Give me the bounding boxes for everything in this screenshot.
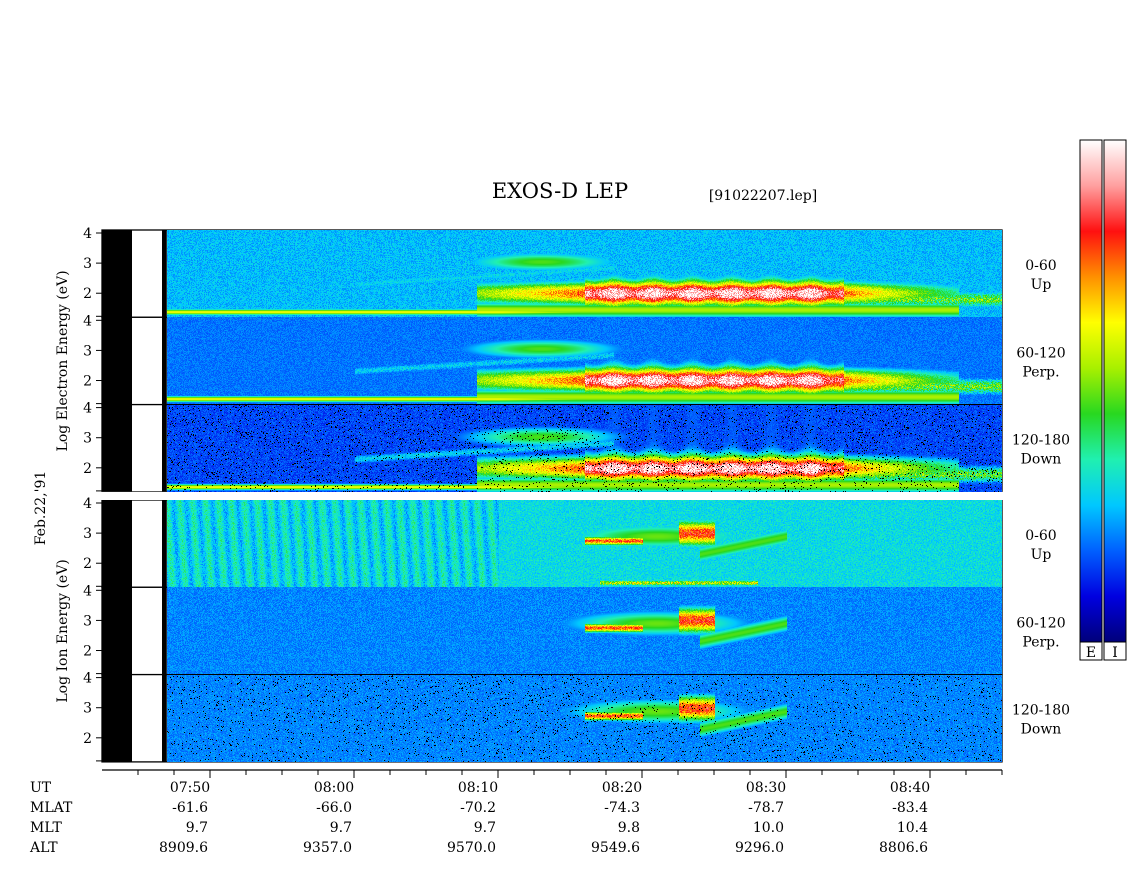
y-tick-label: 2 [83,461,92,477]
ephemeris-value: -66.0 [316,800,352,816]
time-tick-label: 08:20 [602,780,642,796]
data-gap-black [102,587,132,675]
ephemeris-value: 9549.6 [591,840,640,856]
ephemeris-value: 9.7 [474,820,496,836]
ephemeris-value: 10.4 [897,820,928,836]
direction-label: Perp. [1022,364,1059,380]
data-gap-white [132,317,162,405]
ephemeris-value: -74.3 [604,800,640,816]
time-tick-label: 07:50 [170,780,210,796]
y-tick-label: 3 [83,431,92,447]
spectrogram-electron-down [166,404,1002,492]
data-gap-black [102,230,132,318]
ephemeris-label: ALT [29,840,58,856]
pitch-angle-label: 60-120 [1016,615,1065,631]
colorbar-label-box [1103,641,1127,661]
y-tick-label: 3 [83,343,92,359]
y-axis-label: Log Electron Energy (eV) [55,270,71,451]
data-gap-black [102,317,132,405]
y-tick-label: 4 [83,401,92,417]
ephemeris-value: 9570.0 [447,840,496,856]
y-tick-label: 4 [83,671,92,687]
ephemeris-value: 9.7 [330,820,352,836]
y-axis-label: Log Ion Energy (eV) [55,559,71,702]
y-tick-label: 4 [83,313,92,329]
data-gap-black [102,500,132,588]
y-tick-label: 2 [83,374,92,390]
date-label: Feb.22,'91 [33,471,49,546]
pitch-angle-label: 0-60 [1025,528,1056,544]
y-tick-label: 4 [83,583,92,599]
pitch-angle-label: 120-180 [1012,433,1070,449]
ephemeris-value: 9357.0 [303,840,352,856]
colorbar-label-box [1079,641,1103,661]
direction-label: Down [1021,722,1062,738]
direction-label: Up [1031,277,1052,293]
data-gap-black [162,317,167,405]
data-gap-white [132,230,162,318]
direction-label: Down [1021,452,1062,468]
y-tick-label: 3 [83,256,92,272]
time-tick-label: 08:40 [890,780,930,796]
data-gap-white [132,500,162,588]
time-tick-label: 08:30 [746,780,786,796]
data-gap-black [162,500,167,588]
data-gap-black [102,674,132,762]
time-tick-label: 08:10 [458,780,498,796]
ephemeris-value: 9.7 [186,820,208,836]
ephemeris-value: 8909.6 [159,840,208,856]
spectrogram-ion-down [166,674,1002,762]
y-tick-label: 3 [83,526,92,542]
chart-title: EXOS-D LEP [492,179,628,203]
data-gap-black [162,230,167,318]
colorbar-label: I [1112,645,1118,661]
pitch-angle-label: 0-60 [1025,258,1056,274]
y-tick-label: 3 [83,701,92,717]
data-gap-white [132,674,162,762]
ephemeris-value: -83.4 [892,800,928,816]
pitch-angle-label: 60-120 [1016,345,1065,361]
ephemeris-label: UT [30,780,52,796]
colorbar-label: E [1086,645,1096,661]
ephemeris-value: -70.2 [460,800,496,816]
direction-label: Up [1031,547,1052,563]
time-tick-label: 08:00 [314,780,354,796]
data-gap-black [162,404,167,492]
y-tick-label: 3 [83,613,92,629]
colorbar [1103,139,1127,643]
spectrogram-electron-up [166,230,1002,317]
ephemeris-value: 9.8 [618,820,640,836]
data-gap-black [162,587,167,675]
ephemeris-value: -61.6 [172,800,208,816]
pitch-angle-label: 120-180 [1012,703,1070,719]
spectrogram-ion-perp [166,587,1002,675]
ephemeris-value: -78.7 [748,800,784,816]
y-tick-label: 4 [83,226,92,242]
spectrogram-ion-up [166,500,1002,587]
ephemeris-value: 9296.0 [735,840,784,856]
data-gap-white [132,587,162,675]
data-gap-white [132,404,162,492]
ephemeris-label: MLT [30,820,62,836]
y-tick-label: 2 [83,286,92,302]
ephemeris-label: MLAT [30,800,73,816]
colorbar [1079,139,1103,643]
direction-label: Perp. [1022,634,1059,650]
file-label: [91022207.lep] [709,188,817,204]
y-tick-label: 2 [83,556,92,572]
data-gap-black [102,404,132,492]
data-gap-black [162,674,167,762]
y-tick-label: 2 [83,644,92,660]
spectrogram-electron-perp [166,317,1002,405]
y-tick-label: 2 [83,731,92,747]
y-tick-label: 4 [83,496,92,512]
ephemeris-value: 10.0 [753,820,784,836]
ephemeris-value: 8806.6 [879,840,928,856]
